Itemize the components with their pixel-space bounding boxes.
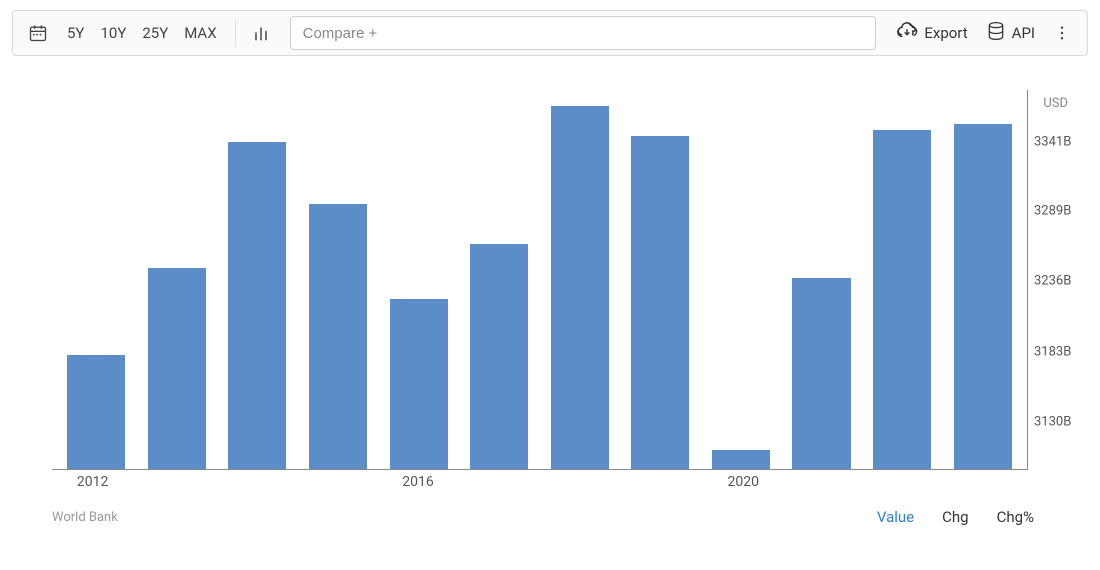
api-button[interactable]: API: [980, 21, 1041, 45]
x-tick: [540, 470, 621, 498]
x-tick: 2016: [377, 470, 458, 498]
x-tick: [459, 470, 540, 498]
y-tick: 3130B: [1034, 415, 1071, 430]
mode-chg[interactable]: Chg: [928, 508, 982, 526]
bar-2018[interactable]: [551, 106, 609, 469]
bar-2016[interactable]: [390, 299, 448, 469]
x-tick: [784, 470, 865, 498]
calendar-icon[interactable]: [23, 18, 53, 48]
bar-2017[interactable]: [470, 244, 528, 469]
bar-2015[interactable]: [309, 204, 367, 469]
export-label: Export: [924, 24, 967, 42]
x-tick: [865, 470, 946, 498]
toolbar-separator: [235, 19, 236, 47]
y-tick: 3341B: [1034, 134, 1071, 149]
y-axis: 3130B 3183B 3236B 3289B 3341B: [1028, 90, 1088, 470]
y-tick: 3289B: [1034, 203, 1071, 218]
x-tick: [215, 470, 296, 498]
bar-2012[interactable]: [67, 355, 125, 469]
bar-slot: [620, 90, 701, 469]
api-label: API: [1012, 24, 1035, 42]
x-tick: [296, 470, 377, 498]
chart-toolbar: 5Y10Y25YMAX Export: [12, 10, 1088, 56]
compare-input[interactable]: [290, 16, 877, 50]
cloud-download-icon: [896, 20, 918, 46]
range-25y[interactable]: 25Y: [134, 24, 176, 42]
x-tick: [947, 470, 1028, 498]
bar-slot: [137, 90, 218, 469]
y-tick: 3236B: [1034, 274, 1071, 289]
bar-2023[interactable]: [954, 124, 1012, 469]
x-axis: 2012 2016 2020: [52, 470, 1028, 498]
export-button[interactable]: Export: [890, 20, 973, 46]
range-5y[interactable]: 5Y: [59, 24, 92, 42]
chart-area: USD 3130B3183B3236B3289B3341B 2012201620…: [12, 90, 1088, 570]
bar-slot: [459, 90, 540, 469]
bar-slot: [539, 90, 620, 469]
bar-2021[interactable]: [792, 278, 850, 469]
x-tick: [621, 470, 702, 498]
mode-chg-pct[interactable]: Chg%: [983, 508, 1048, 526]
bar-slot: [942, 90, 1023, 469]
bar-slot: [781, 90, 862, 469]
database-icon: [986, 21, 1006, 45]
x-tick: 2020: [703, 470, 784, 498]
y-tick: 3183B: [1034, 344, 1071, 359]
x-tick: [133, 470, 214, 498]
source-label: World Bank: [52, 510, 118, 525]
mode-value[interactable]: Value: [863, 508, 928, 526]
bar-2013[interactable]: [148, 268, 206, 469]
bar-slot: [298, 90, 379, 469]
bar-2022[interactable]: [873, 130, 931, 469]
bar-slot: [701, 90, 782, 469]
more-menu-icon[interactable]: [1047, 18, 1077, 48]
bar-2019[interactable]: [631, 136, 689, 469]
range-10y[interactable]: 10Y: [92, 24, 134, 42]
bar-slot: [217, 90, 298, 469]
x-tick: 2012: [52, 470, 133, 498]
chart-type-icon[interactable]: [246, 18, 276, 48]
bar-slot: [56, 90, 137, 469]
bar-slot: [378, 90, 459, 469]
range-max[interactable]: MAX: [176, 24, 224, 42]
bar-slot: [862, 90, 943, 469]
bar-2014[interactable]: [228, 142, 286, 469]
bar-2020[interactable]: [712, 450, 770, 469]
bar-chart: [52, 90, 1028, 470]
